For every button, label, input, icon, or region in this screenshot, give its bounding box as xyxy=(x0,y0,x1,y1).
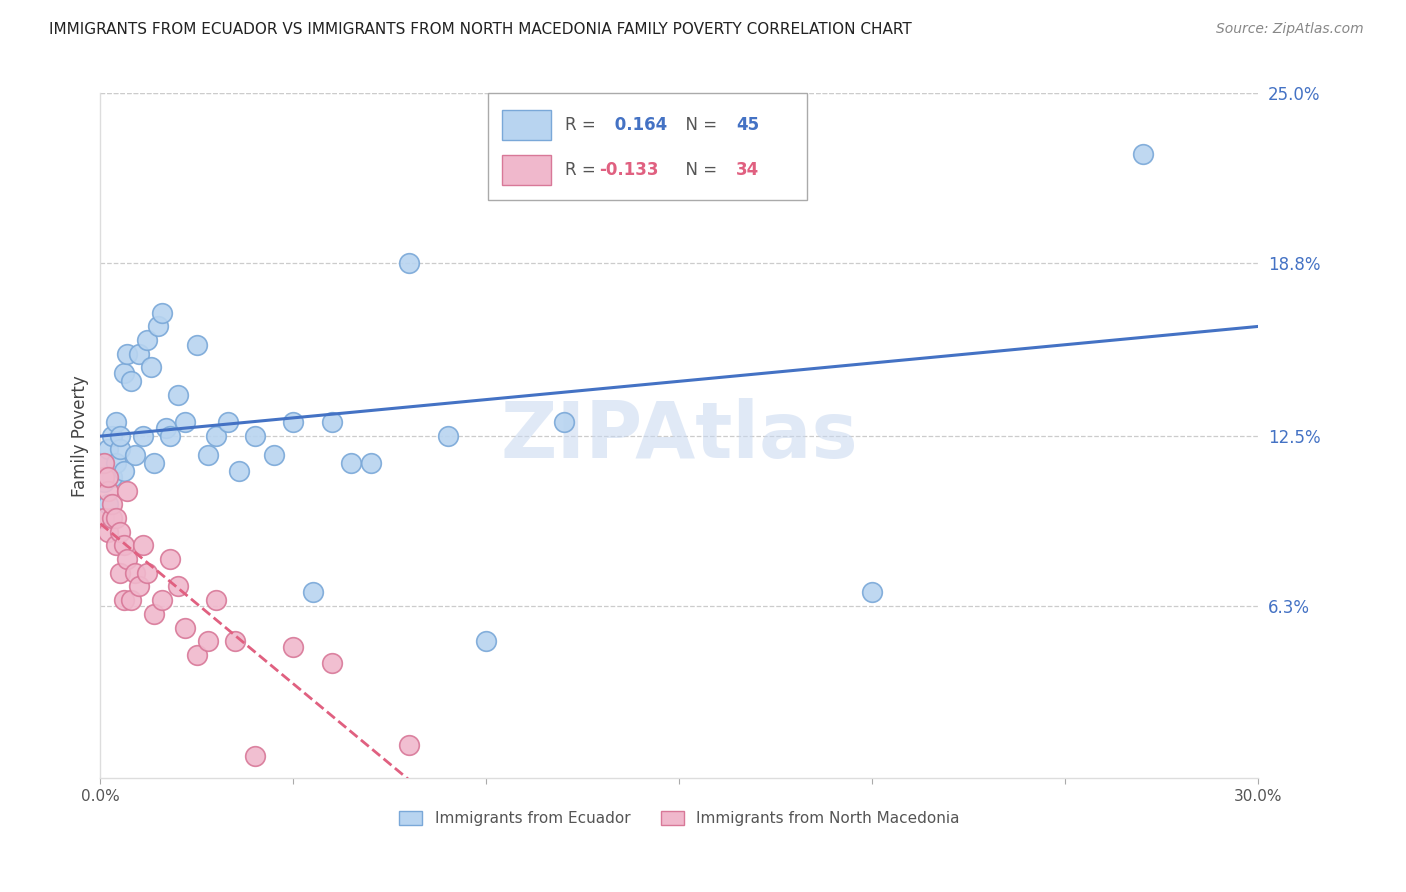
Point xyxy=(283,415,305,429)
Point xyxy=(475,634,498,648)
Text: -0.133: -0.133 xyxy=(599,161,659,178)
Point xyxy=(321,656,343,670)
Point xyxy=(174,621,197,635)
Point xyxy=(860,585,883,599)
Point xyxy=(398,739,420,753)
Point xyxy=(93,475,115,490)
Point xyxy=(1132,146,1154,161)
Point xyxy=(263,448,285,462)
Point xyxy=(228,464,250,478)
Point xyxy=(159,552,181,566)
Point xyxy=(124,448,146,462)
Point xyxy=(135,566,157,580)
Point xyxy=(135,333,157,347)
Point xyxy=(186,648,208,662)
Text: N =: N = xyxy=(675,161,723,178)
Point xyxy=(243,749,266,764)
Point xyxy=(101,429,124,443)
Point xyxy=(97,442,120,457)
Point xyxy=(166,579,188,593)
Point xyxy=(205,593,228,607)
Text: ZIPAtlas: ZIPAtlas xyxy=(501,398,858,474)
Point xyxy=(101,511,124,525)
Text: Source: ZipAtlas.com: Source: ZipAtlas.com xyxy=(1216,22,1364,37)
Point xyxy=(128,346,150,360)
Text: 34: 34 xyxy=(737,161,759,178)
FancyBboxPatch shape xyxy=(488,94,807,200)
Point xyxy=(143,456,166,470)
Text: IMMIGRANTS FROM ECUADOR VS IMMIGRANTS FROM NORTH MACEDONIA FAMILY POVERTY CORREL: IMMIGRANTS FROM ECUADOR VS IMMIGRANTS FR… xyxy=(49,22,912,37)
Point xyxy=(93,511,115,525)
Point xyxy=(124,566,146,580)
Point xyxy=(132,429,155,443)
Point xyxy=(174,415,197,429)
Point xyxy=(436,429,458,443)
Point xyxy=(132,538,155,552)
Text: R =: R = xyxy=(565,116,600,134)
FancyBboxPatch shape xyxy=(502,111,551,140)
Point xyxy=(197,448,219,462)
Point xyxy=(112,464,135,478)
Point xyxy=(553,415,575,429)
Point xyxy=(97,524,120,539)
FancyBboxPatch shape xyxy=(502,155,551,185)
Text: 45: 45 xyxy=(737,116,759,134)
Point xyxy=(101,470,124,484)
Point xyxy=(120,374,142,388)
Point xyxy=(117,483,139,498)
Point xyxy=(117,346,139,360)
Point xyxy=(97,497,120,511)
Point xyxy=(108,524,131,539)
Point xyxy=(217,415,239,429)
Point xyxy=(148,319,170,334)
Point xyxy=(104,415,127,429)
Point xyxy=(108,566,131,580)
Point xyxy=(186,338,208,352)
Point xyxy=(104,538,127,552)
Point xyxy=(398,256,420,270)
Point xyxy=(104,511,127,525)
Point xyxy=(668,182,690,196)
Point xyxy=(159,429,181,443)
Point xyxy=(108,429,131,443)
Point xyxy=(150,593,173,607)
Point xyxy=(150,305,173,319)
Point xyxy=(104,456,127,470)
Point xyxy=(112,538,135,552)
Point xyxy=(155,420,177,434)
Point xyxy=(93,456,115,470)
Point xyxy=(321,415,343,429)
Point xyxy=(139,360,162,375)
Y-axis label: Family Poverty: Family Poverty xyxy=(72,375,89,497)
Point xyxy=(243,429,266,443)
Point xyxy=(97,470,120,484)
Text: N =: N = xyxy=(675,116,723,134)
Point xyxy=(224,634,246,648)
Point xyxy=(112,593,135,607)
Point xyxy=(101,497,124,511)
Point xyxy=(360,456,382,470)
Point xyxy=(120,593,142,607)
Point xyxy=(97,483,120,498)
Text: R =: R = xyxy=(565,161,600,178)
Point xyxy=(143,607,166,621)
Point xyxy=(112,366,135,380)
Legend: Immigrants from Ecuador, Immigrants from North Macedonia: Immigrants from Ecuador, Immigrants from… xyxy=(394,805,966,832)
Point xyxy=(301,585,323,599)
Point xyxy=(93,470,115,484)
Point xyxy=(340,456,363,470)
Point xyxy=(117,552,139,566)
Point xyxy=(166,387,188,401)
Text: 0.164: 0.164 xyxy=(609,116,666,134)
Point xyxy=(93,456,115,470)
Point xyxy=(205,429,228,443)
Point xyxy=(283,640,305,654)
Point xyxy=(108,442,131,457)
Point xyxy=(197,634,219,648)
Point xyxy=(128,579,150,593)
